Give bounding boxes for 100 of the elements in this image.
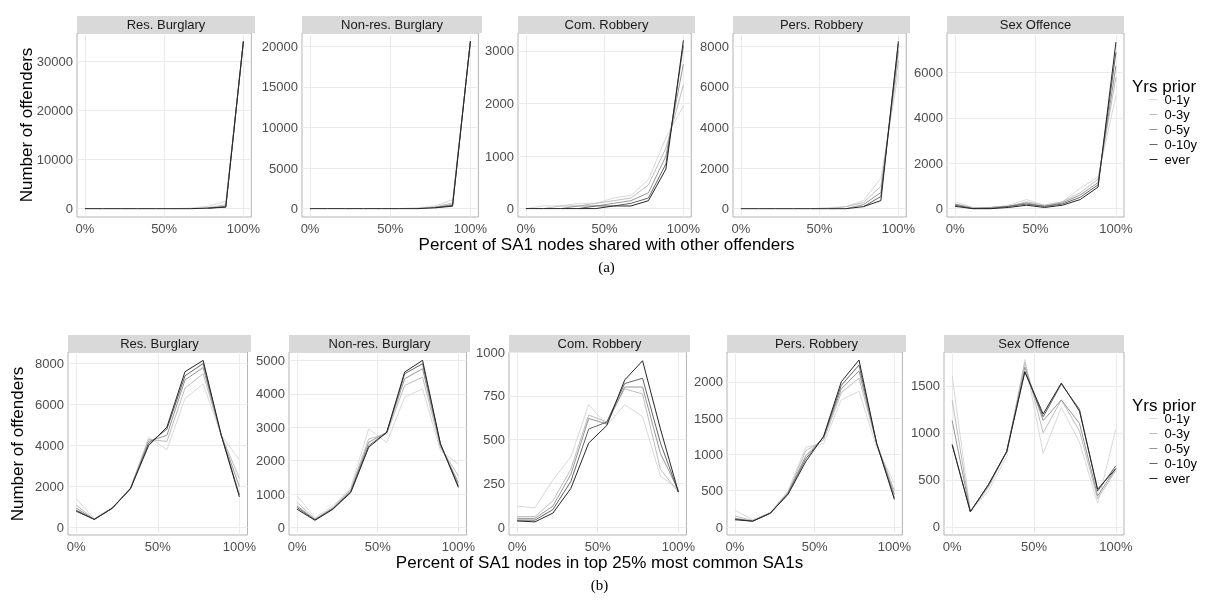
y-tick-label: 2000 <box>694 374 723 390</box>
y-tick-label: 5000 <box>269 160 298 176</box>
chart-title: Non-res. Burglary <box>328 336 431 351</box>
y-tick-label: 0 <box>932 519 940 535</box>
y-tick-label: 3000 <box>256 419 285 435</box>
x-axis-title: Percent of SA1 nodes in top 25% most common SA1s <box>395 553 804 573</box>
y-tick-label: 2000 <box>914 155 943 171</box>
x-tick-label: 0% <box>945 221 965 236</box>
x-tick-label: 50% <box>591 221 619 236</box>
y-tick-label: 500 <box>918 472 940 488</box>
legend-label: 0-3y <box>1164 426 1191 441</box>
x-tick-label: 50% <box>584 539 612 554</box>
y-tick-label: 20000 <box>261 38 298 54</box>
x-tick-label: 50% <box>151 221 178 236</box>
x-tick-label: 100% <box>1099 539 1133 554</box>
y-tick-label: 8000 <box>700 38 729 54</box>
y-tick-label: 4000 <box>700 120 729 136</box>
x-axis-title: Percent of SA1 nodes shared with other offenders <box>418 235 795 255</box>
x-tick-label: 0% <box>516 221 536 236</box>
chart-title: Pers. Robbery <box>774 336 859 351</box>
chart-title: Com. Robbery <box>557 336 642 351</box>
legend-label: 0-5y <box>1164 441 1191 456</box>
legend-label: 0-10y <box>1164 137 1198 152</box>
y-tick-label: 30000 <box>36 53 73 69</box>
y-tick-label: 2000 <box>485 95 514 111</box>
x-tick-label: 100% <box>1099 221 1134 236</box>
y-axis-title: Number of offenders <box>8 366 28 521</box>
x-tick-label: 0% <box>725 539 745 554</box>
y-tick-label: 0 <box>497 519 505 535</box>
y-tick-label: 10000 <box>36 152 73 168</box>
x-tick-label: 100% <box>441 539 476 554</box>
y-tick-label: 0 <box>290 201 298 217</box>
y-tick-label: 2000 <box>700 160 729 176</box>
y-tick-label: 0 <box>715 519 723 535</box>
legend-label: ever <box>1164 152 1191 167</box>
y-tick-label: 0 <box>277 520 285 536</box>
x-tick-label: 50% <box>806 221 834 236</box>
y-tick-label: 8000 <box>35 355 64 371</box>
x-tick-label: 50% <box>1022 221 1049 236</box>
y-tick-label: 250 <box>483 475 505 491</box>
chart-title: Sex Offence <box>998 336 1070 351</box>
x-tick-label: 50% <box>144 539 172 554</box>
text: (a) <box>598 259 615 276</box>
legend-label: 0-10y <box>1164 456 1198 471</box>
x-tick-label: 100% <box>877 539 912 554</box>
y-tick-label: 500 <box>701 483 723 499</box>
x-tick-label: 50% <box>377 221 404 236</box>
x-tick-label: 50% <box>1020 539 1048 554</box>
x-tick-label: 100% <box>666 221 701 236</box>
y-tick-label: 0 <box>935 201 943 217</box>
y-axis-title: Number of offenders <box>17 47 37 203</box>
chart-title: Res. Burglary <box>126 17 206 32</box>
y-tick-label: 3000 <box>485 43 514 59</box>
x-tick-label: 100% <box>222 539 257 554</box>
y-tick-label: 0 <box>721 201 729 217</box>
x-tick-label: 0% <box>507 539 527 554</box>
y-tick-label: 4000 <box>35 438 64 454</box>
x-tick-label: 100% <box>453 221 488 236</box>
chart-title: Res. Burglary <box>120 336 200 351</box>
chart-title: Non-res. Burglary <box>341 17 444 32</box>
y-tick-label: 750 <box>483 388 505 404</box>
y-tick-label: 6000 <box>914 65 943 81</box>
y-tick-label: 2000 <box>35 479 64 495</box>
y-tick-label: 4000 <box>256 386 285 402</box>
y-tick-label: 0 <box>506 201 514 217</box>
y-tick-label: 0 <box>56 520 64 536</box>
y-tick-label: 1000 <box>694 446 723 462</box>
y-tick-label: 0 <box>65 201 73 217</box>
x-tick-label: 0% <box>75 221 95 236</box>
legend-label: 0-3y <box>1164 107 1191 122</box>
y-tick-label: 1000 <box>476 344 505 360</box>
y-tick-label: 2000 <box>256 453 285 469</box>
legend-label: ever <box>1164 471 1191 486</box>
y-tick-label: 1500 <box>694 410 723 426</box>
chart-title: Com. Robbery <box>564 17 649 32</box>
y-tick-label: 5000 <box>256 352 285 368</box>
y-tick-label: 20000 <box>36 103 73 119</box>
x-tick-label: 0% <box>66 539 86 554</box>
x-tick-label: 0% <box>287 539 307 554</box>
x-tick-label: 100% <box>881 221 916 236</box>
x-tick-label: 50% <box>801 539 829 554</box>
x-tick-label: 100% <box>226 221 261 236</box>
y-tick-label: 1500 <box>911 378 940 394</box>
x-tick-label: 50% <box>364 539 392 554</box>
y-tick-label: 4000 <box>914 110 943 126</box>
y-tick-label: 500 <box>483 432 505 448</box>
x-tick-label: 0% <box>731 221 751 236</box>
x-tick-label: 0% <box>300 221 320 236</box>
y-tick-label: 1000 <box>256 486 285 502</box>
chart-title: Pers. Robbery <box>779 17 864 32</box>
chart-title: Sex Offence <box>999 17 1072 32</box>
x-tick-label: 100% <box>661 539 696 554</box>
legend-label: 0-5y <box>1164 122 1191 137</box>
y-tick-label: 1000 <box>911 425 940 441</box>
y-tick-label: 15000 <box>261 79 298 95</box>
y-tick-label: 6000 <box>700 79 729 95</box>
y-tick-label: 1000 <box>485 148 514 164</box>
text: (b) <box>590 577 609 594</box>
y-tick-label: 10000 <box>261 119 298 135</box>
y-tick-label: 6000 <box>35 397 64 413</box>
